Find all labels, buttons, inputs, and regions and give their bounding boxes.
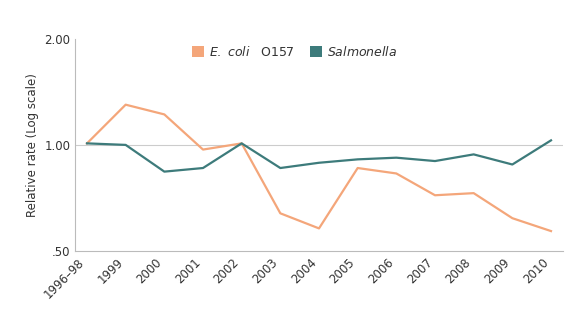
Legend: $E.\ coli$   O157, $Salmonella$: $E.\ coli$ O157, $Salmonella$ [192,45,397,59]
Y-axis label: Relative rate (Log scale): Relative rate (Log scale) [26,73,39,217]
